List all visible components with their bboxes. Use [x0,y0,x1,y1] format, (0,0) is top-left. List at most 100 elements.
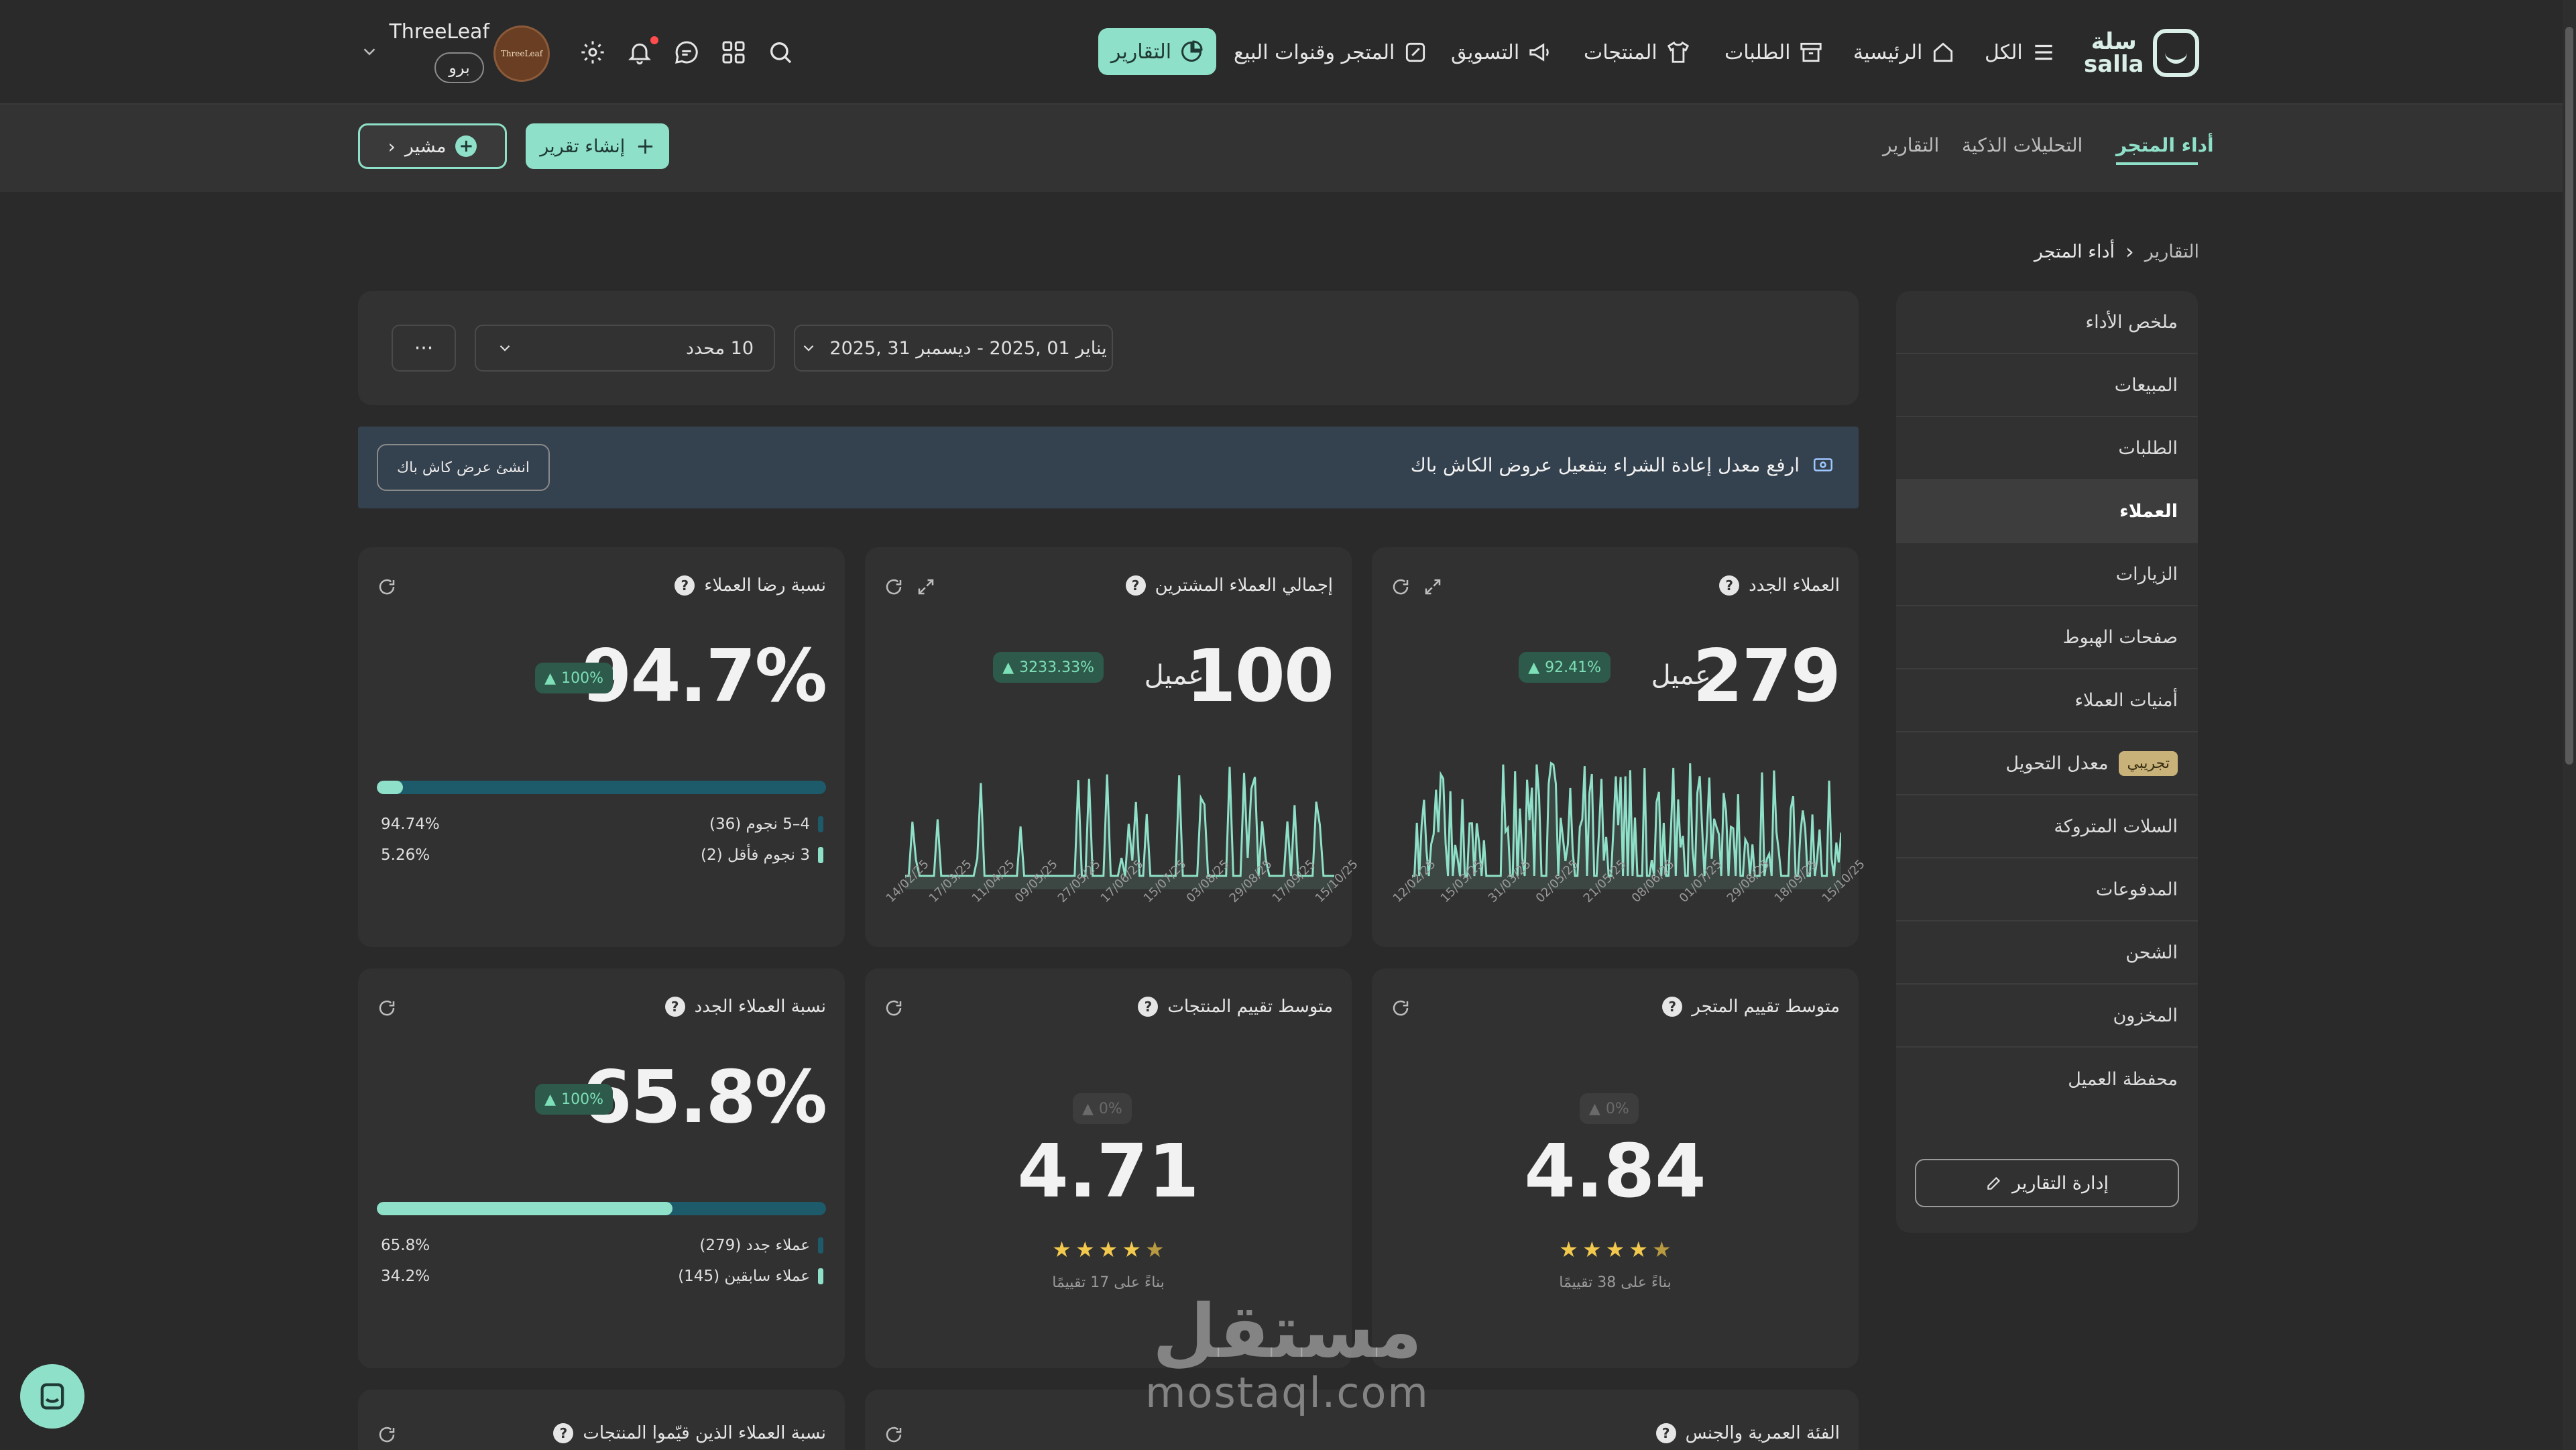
sidebar-item-summary[interactable]: ملخص الأداء [1896,291,2198,354]
nav-marketing-label: التسويق [1451,40,1520,64]
nav-marketing[interactable]: التسويق [1451,35,1553,70]
salla-logo-text: سلة salla [2084,28,2144,78]
nav-products[interactable]: المنتجات [1584,35,1691,70]
sidebar-item-label: أمنيات العملاء [2074,689,2178,711]
sidebar-item-abandoned-carts[interactable]: السلات المتروكة [1896,795,2198,858]
chat-icon[interactable] [672,38,701,67]
selection-dropdown[interactable]: 10 محدد [475,325,775,372]
nav-store-channels[interactable]: المتجر وقنوات البيع [1234,35,1428,70]
tab-smart-analytics[interactable]: التحليلات الذكية [1962,134,2083,156]
nav-orders[interactable]: الطلبات [1724,35,1824,70]
refresh-icon[interactable] [377,577,397,597]
refresh-icon[interactable] [1391,998,1411,1018]
legend-row: 65.8% عملاء جدد (279) [381,1234,823,1257]
sidebar-item-sales[interactable]: المبيعات [1896,354,2198,417]
refresh-icon[interactable] [884,577,904,597]
legend-label: عملاء جدد (279) [699,1237,823,1254]
sidebar-item-payments[interactable]: المدفوعات [1896,858,2198,922]
legend-swatch [818,816,823,832]
sidebar-item-shipping[interactable]: الشحن [1896,922,2198,985]
search-icon[interactable] [766,38,795,67]
create-report-button[interactable]: + إنشاء تقرير [526,123,669,169]
store-name[interactable]: ThreeLeaf [389,20,489,44]
store-icon [1406,42,1425,62]
help-icon[interactable]: ? [1655,1423,1676,1443]
sidebar-item-visits[interactable]: الزيارات [1896,543,2198,606]
star-icon: ★ [1559,1237,1578,1262]
metric-value: 94.7% [581,634,827,718]
store-avatar[interactable]: ThreeLeaf [493,25,550,82]
help-icon[interactable]: ? [553,1423,574,1443]
refresh-icon[interactable] [884,1425,904,1445]
sidebar-item-label: الشحن [2125,942,2178,963]
mushir-button[interactable]: + مشير ‹ [358,123,507,169]
card-title: متوسط تقييم المتجر? [1662,997,1840,1017]
support-chat-button[interactable] [20,1364,84,1429]
help-icon[interactable]: ? [1138,997,1159,1017]
apps-grid-icon[interactable] [719,38,748,67]
gear-icon[interactable] [578,38,607,67]
legend-value: 94.74% [381,816,440,833]
sidebar-item-label: المدفوعات [2095,879,2178,900]
change-badge: ▲ 3233.33% [993,652,1104,683]
card-title: الفئة العمرية والجنس? [1655,1423,1840,1443]
change-text: 100% [561,669,603,687]
watermark-latin: mostaql.com [1145,1368,1429,1417]
rating-value: 4.71 [1017,1128,1199,1214]
more-options-button[interactable]: ··· [392,325,456,372]
card-store-rating: متوسط تقييم المتجر? ▲ 0% 4.84 ★ ★ ★ ★ ★ بناءً… [1372,968,1859,1368]
card-total-buyers: إجمالي العملاء المشترين? 100 عميل ▲ 3233.… [865,547,1361,947]
help-icon[interactable]: ? [1662,997,1683,1017]
bell-icon[interactable] [625,38,654,67]
sidebar-item-label: صفحات الهبوط [2062,626,2178,648]
sidebar-item-conversion-rate[interactable]: معدل التحويل تجريبي [1896,732,2198,795]
salla-logo[interactable]: سلة salla [2084,28,2199,78]
sidebar-item-wishlists[interactable]: أمنيات العملاء [1896,669,2198,732]
breadcrumb-root[interactable]: التقارير [2144,241,2199,262]
legend-text: 4–5 نجوم (36) [709,816,810,833]
change-badge: ▲ 100% [535,663,613,693]
refresh-icon[interactable] [1391,577,1411,597]
expand-icon[interactable] [1423,577,1443,597]
refresh-icon[interactable] [377,998,397,1018]
chevron-down-icon[interactable] [359,42,379,62]
refresh-icon[interactable] [377,1425,397,1445]
card-title-text: متوسط تقييم المتجر [1692,997,1840,1017]
sidebar-item-landing-pages[interactable]: صفحات الهبوط [1896,606,2198,669]
expand-icon[interactable] [916,577,936,597]
scrollbar-thumb[interactable] [2565,27,2573,765]
arrow-up-icon: ▲ [1528,659,1540,676]
pencil-icon [1987,1176,2001,1190]
date-range-picker[interactable]: يناير 01 ,2025 - ديسمبر 31 ,2025 [794,325,1113,372]
refresh-icon[interactable] [884,998,904,1018]
nav-all[interactable]: الكل [1985,35,2056,70]
help-icon[interactable]: ? [675,575,695,596]
sidebar-item-customers[interactable]: العملاء [1896,480,2198,543]
tab-store-performance[interactable]: أداء المتجر [2116,134,2214,156]
card-rated-products-ratio: نسبة العملاء الذين قيّموا المنتجات? [358,1390,845,1450]
card-title: متوسط تقييم المنتجات? [1138,997,1333,1017]
sidebar-item-orders[interactable]: الطلبات [1896,417,2198,480]
nav-home[interactable]: الرئيسية [1853,35,1956,70]
progress-fill [377,781,403,794]
selection-text: 10 محدد [685,337,754,359]
sidebar-item-label: محفظة العميل [2068,1068,2178,1090]
sidebar-item-label: السلات المتروكة [2054,816,2178,837]
nav-reports[interactable]: التقارير [1098,28,1216,75]
sidebar-item-inventory[interactable]: المخزون [1896,985,2198,1048]
nav-products-label: المنتجات [1584,40,1657,64]
help-icon[interactable]: ? [1125,575,1146,596]
sidebar-item-customer-wallet[interactable]: محفظة العميل [1896,1048,2198,1111]
help-icon[interactable]: ? [1719,575,1740,596]
plan-badge: برو [434,52,484,83]
nav-home-label: الرئيسية [1853,40,1923,64]
create-cashback-button[interactable]: انشئ عرض كاش باك [377,444,550,491]
arrow-up-icon: ▲ [1589,1100,1600,1117]
metric-unit: عميل [1144,660,1204,691]
chevron-down-icon [804,345,814,351]
half-star-icon: ★ [1145,1237,1165,1262]
tab-reports[interactable]: التقارير [1883,134,1940,156]
help-icon[interactable]: ? [664,997,685,1017]
manage-reports-button[interactable]: إدارة التقارير [1915,1159,2179,1207]
change-text: 0% [1605,1100,1629,1117]
